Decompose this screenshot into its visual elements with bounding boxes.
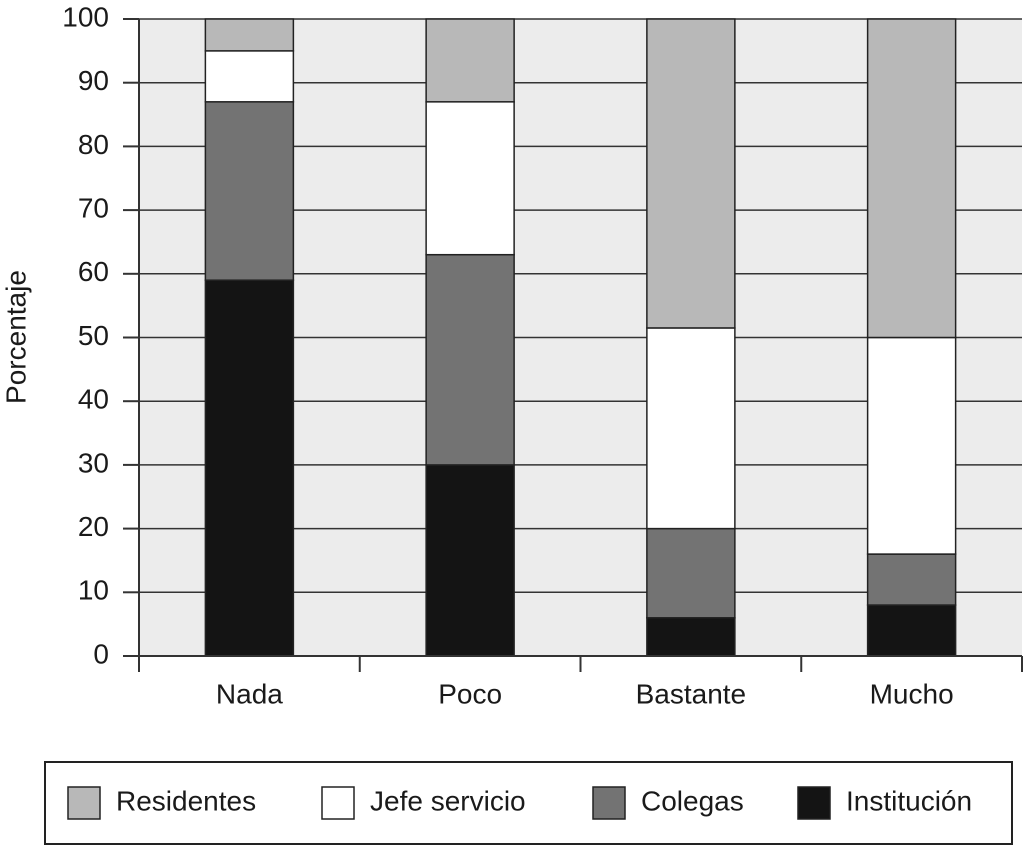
legend-swatch (592, 786, 626, 820)
bar-segment (866, 604, 957, 657)
legend-label: Residentes (116, 785, 256, 816)
y-axis-label: Porcentaje (0, 270, 31, 404)
bar-segment (204, 18, 295, 52)
bar-segment (425, 101, 515, 256)
bar-segment (425, 253, 515, 466)
legend-swatch (321, 786, 355, 820)
y-tick-label: 80 (78, 129, 109, 160)
y-tick-label: 20 (78, 511, 109, 542)
x-tick-label: Bastante (636, 678, 747, 709)
legend-label: Colegas (641, 785, 744, 816)
legend-label: Institución (846, 785, 972, 816)
y-tick-label: 40 (78, 384, 109, 415)
bar-segment (425, 18, 515, 103)
x-tick-label: Poco (438, 678, 502, 709)
bar-segment (866, 336, 957, 555)
y-tick-label: 100 (62, 1, 109, 32)
bar-segment (866, 18, 957, 339)
y-tick-label: 90 (78, 65, 109, 96)
legend (44, 761, 1013, 845)
y-tick-label: 30 (78, 447, 109, 478)
bar-segment (204, 101, 295, 281)
bar-segment (204, 50, 295, 103)
y-tick-label: 70 (78, 192, 109, 223)
bar-segment (646, 527, 736, 619)
bar-segment (646, 18, 736, 329)
y-tick-label: 50 (78, 320, 109, 351)
bar-segment (646, 327, 736, 530)
legend-label: Jefe servicio (370, 785, 526, 816)
y-tick-label: 10 (78, 575, 109, 606)
legend-swatch (797, 786, 831, 820)
x-tick-label: Mucho (870, 678, 954, 709)
bar-segment (425, 464, 515, 657)
legend-swatch (67, 786, 101, 820)
y-tick-label: 60 (78, 256, 109, 287)
bar-segment (866, 553, 957, 606)
bar-segment (646, 617, 736, 657)
x-tick-label: Nada (216, 678, 283, 709)
bar-segment (204, 279, 295, 657)
y-tick-label: 0 (93, 638, 109, 669)
